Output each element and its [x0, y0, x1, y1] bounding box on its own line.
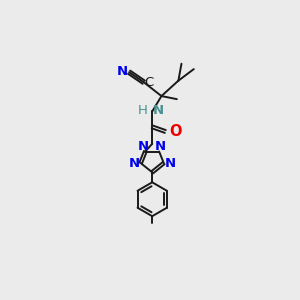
- Text: N: N: [117, 65, 128, 78]
- Text: N: N: [129, 157, 140, 169]
- Text: C: C: [145, 76, 154, 89]
- Text: N: N: [155, 140, 166, 153]
- Text: H: H: [138, 104, 148, 117]
- Text: N: N: [164, 157, 175, 169]
- Text: O: O: [169, 124, 182, 139]
- Text: N: N: [138, 140, 149, 153]
- Text: N: N: [153, 104, 164, 117]
